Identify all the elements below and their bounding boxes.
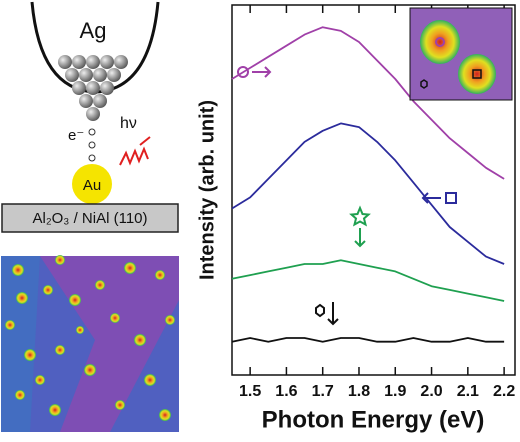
tip-atoms (58, 55, 128, 121)
stm-image (1, 255, 179, 432)
y-axis-label: Intensity (arb. unit) (196, 100, 218, 280)
x-tick-label: 2.2 (493, 383, 515, 400)
plot: 1.5 1.6 1.7 1.8 1.9 2.0 2.1 2.2 (231, 5, 515, 400)
electron-label: e⁻ (68, 127, 84, 144)
x-tick-label: 1.5 (239, 383, 261, 400)
tip-label: Ag (80, 18, 107, 43)
x-tick-label: 2.1 (457, 383, 479, 400)
x-tick-label: 2.0 (420, 383, 442, 400)
x-tick-label: 1.7 (312, 383, 334, 400)
substrate (1, 203, 179, 233)
x-tick-label: 1.6 (275, 383, 297, 400)
spectrum-line (231, 122, 505, 265)
plot-frame (231, 4, 516, 376)
x-tick-label: 1.8 (348, 383, 370, 400)
spectrum-line (231, 26, 505, 180)
substrate-label: Al₂O₃ / NiAl (110) (32, 210, 147, 227)
annotations (237, 66, 457, 326)
x-axis-label: Photon Energy (eV) (262, 406, 485, 433)
photon-wave (119, 136, 151, 166)
photon-label: hν (120, 115, 137, 132)
inset-image (409, 7, 513, 101)
au-particle (72, 164, 112, 204)
spectrum-line (231, 337, 505, 343)
x-tick-label: 1.9 (384, 383, 406, 400)
particle-label: Au (83, 177, 101, 194)
spectrum-line (231, 259, 505, 302)
electron-path (88, 128, 96, 162)
